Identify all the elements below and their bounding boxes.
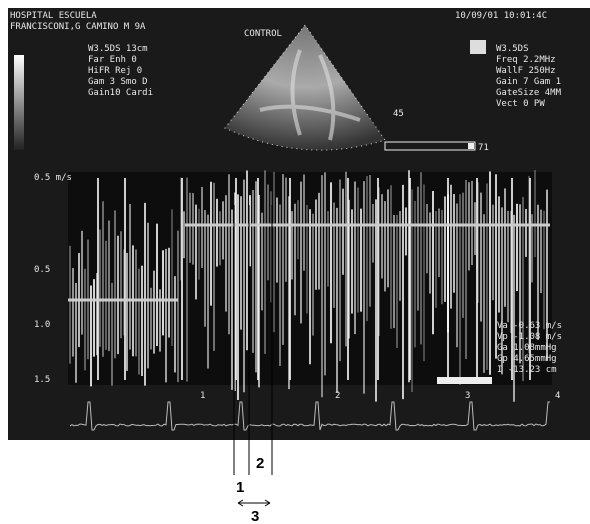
ecg-marker: 4 bbox=[555, 391, 560, 401]
gain-indicator bbox=[468, 143, 474, 149]
gray-scale-bar bbox=[14, 55, 24, 150]
velocity-tick: 1.5 bbox=[34, 375, 50, 385]
setting: Freq 2.2MHz bbox=[496, 55, 556, 65]
setting: W3.5DS bbox=[496, 44, 529, 54]
setting: Gain10 Cardi bbox=[88, 88, 153, 98]
annotation: 1 bbox=[236, 479, 244, 496]
setting: GateSize 4MM bbox=[496, 88, 562, 98]
mode-label: CONTROL bbox=[244, 29, 282, 39]
measurement: Gp 4.65mmHg bbox=[497, 354, 557, 364]
measurement: Vp -1.08 m/s bbox=[497, 332, 562, 342]
ecg-trace bbox=[69, 401, 550, 431]
measurement: I -13.23 cm bbox=[497, 365, 557, 375]
setting: HiFR Rej 0 bbox=[88, 66, 142, 76]
setting: W3.5DS 13cm bbox=[88, 44, 148, 54]
velocity-tick: 0.5 bbox=[34, 265, 50, 275]
angle-label: 45 bbox=[393, 109, 404, 119]
gain-value: 71 bbox=[478, 143, 489, 153]
doppler-spectrum bbox=[69, 170, 548, 402]
setting: Gam 3 Smo D bbox=[88, 77, 148, 87]
heart-echo bbox=[259, 49, 361, 141]
setting: WallF 250Hz bbox=[496, 66, 556, 76]
sector-image bbox=[224, 24, 386, 151]
hospital: HOSPITAL ESCUELA bbox=[10, 11, 97, 21]
measurement: Ga 1.08mmHg bbox=[497, 343, 557, 353]
setting: Gain 7 Gam 1 bbox=[496, 77, 561, 87]
ecg-marker: 1 bbox=[200, 391, 205, 401]
velocity-tick: 0.5 m/s bbox=[34, 173, 72, 183]
ecg-marker: 2 bbox=[335, 391, 340, 401]
probe-icon bbox=[470, 40, 486, 54]
annotation: 3 bbox=[251, 508, 259, 524]
annotation: 2 bbox=[256, 455, 264, 472]
measurement: Va -0.63 m/s bbox=[497, 321, 562, 331]
gain-bar bbox=[384, 141, 476, 151]
interval-arrow bbox=[237, 499, 271, 507]
setting: Vect 0 PW bbox=[496, 99, 545, 109]
ecg-marker: 3 bbox=[465, 391, 470, 401]
scale-bar bbox=[437, 377, 492, 384]
patient: FRANCISCONI,G CAMINO M 9A bbox=[10, 22, 146, 32]
velocity-tick: 1.0 bbox=[34, 320, 50, 330]
setting: Far Enh 0 bbox=[88, 55, 137, 65]
datetime: 10/09/01 10:01:4C bbox=[455, 11, 547, 21]
